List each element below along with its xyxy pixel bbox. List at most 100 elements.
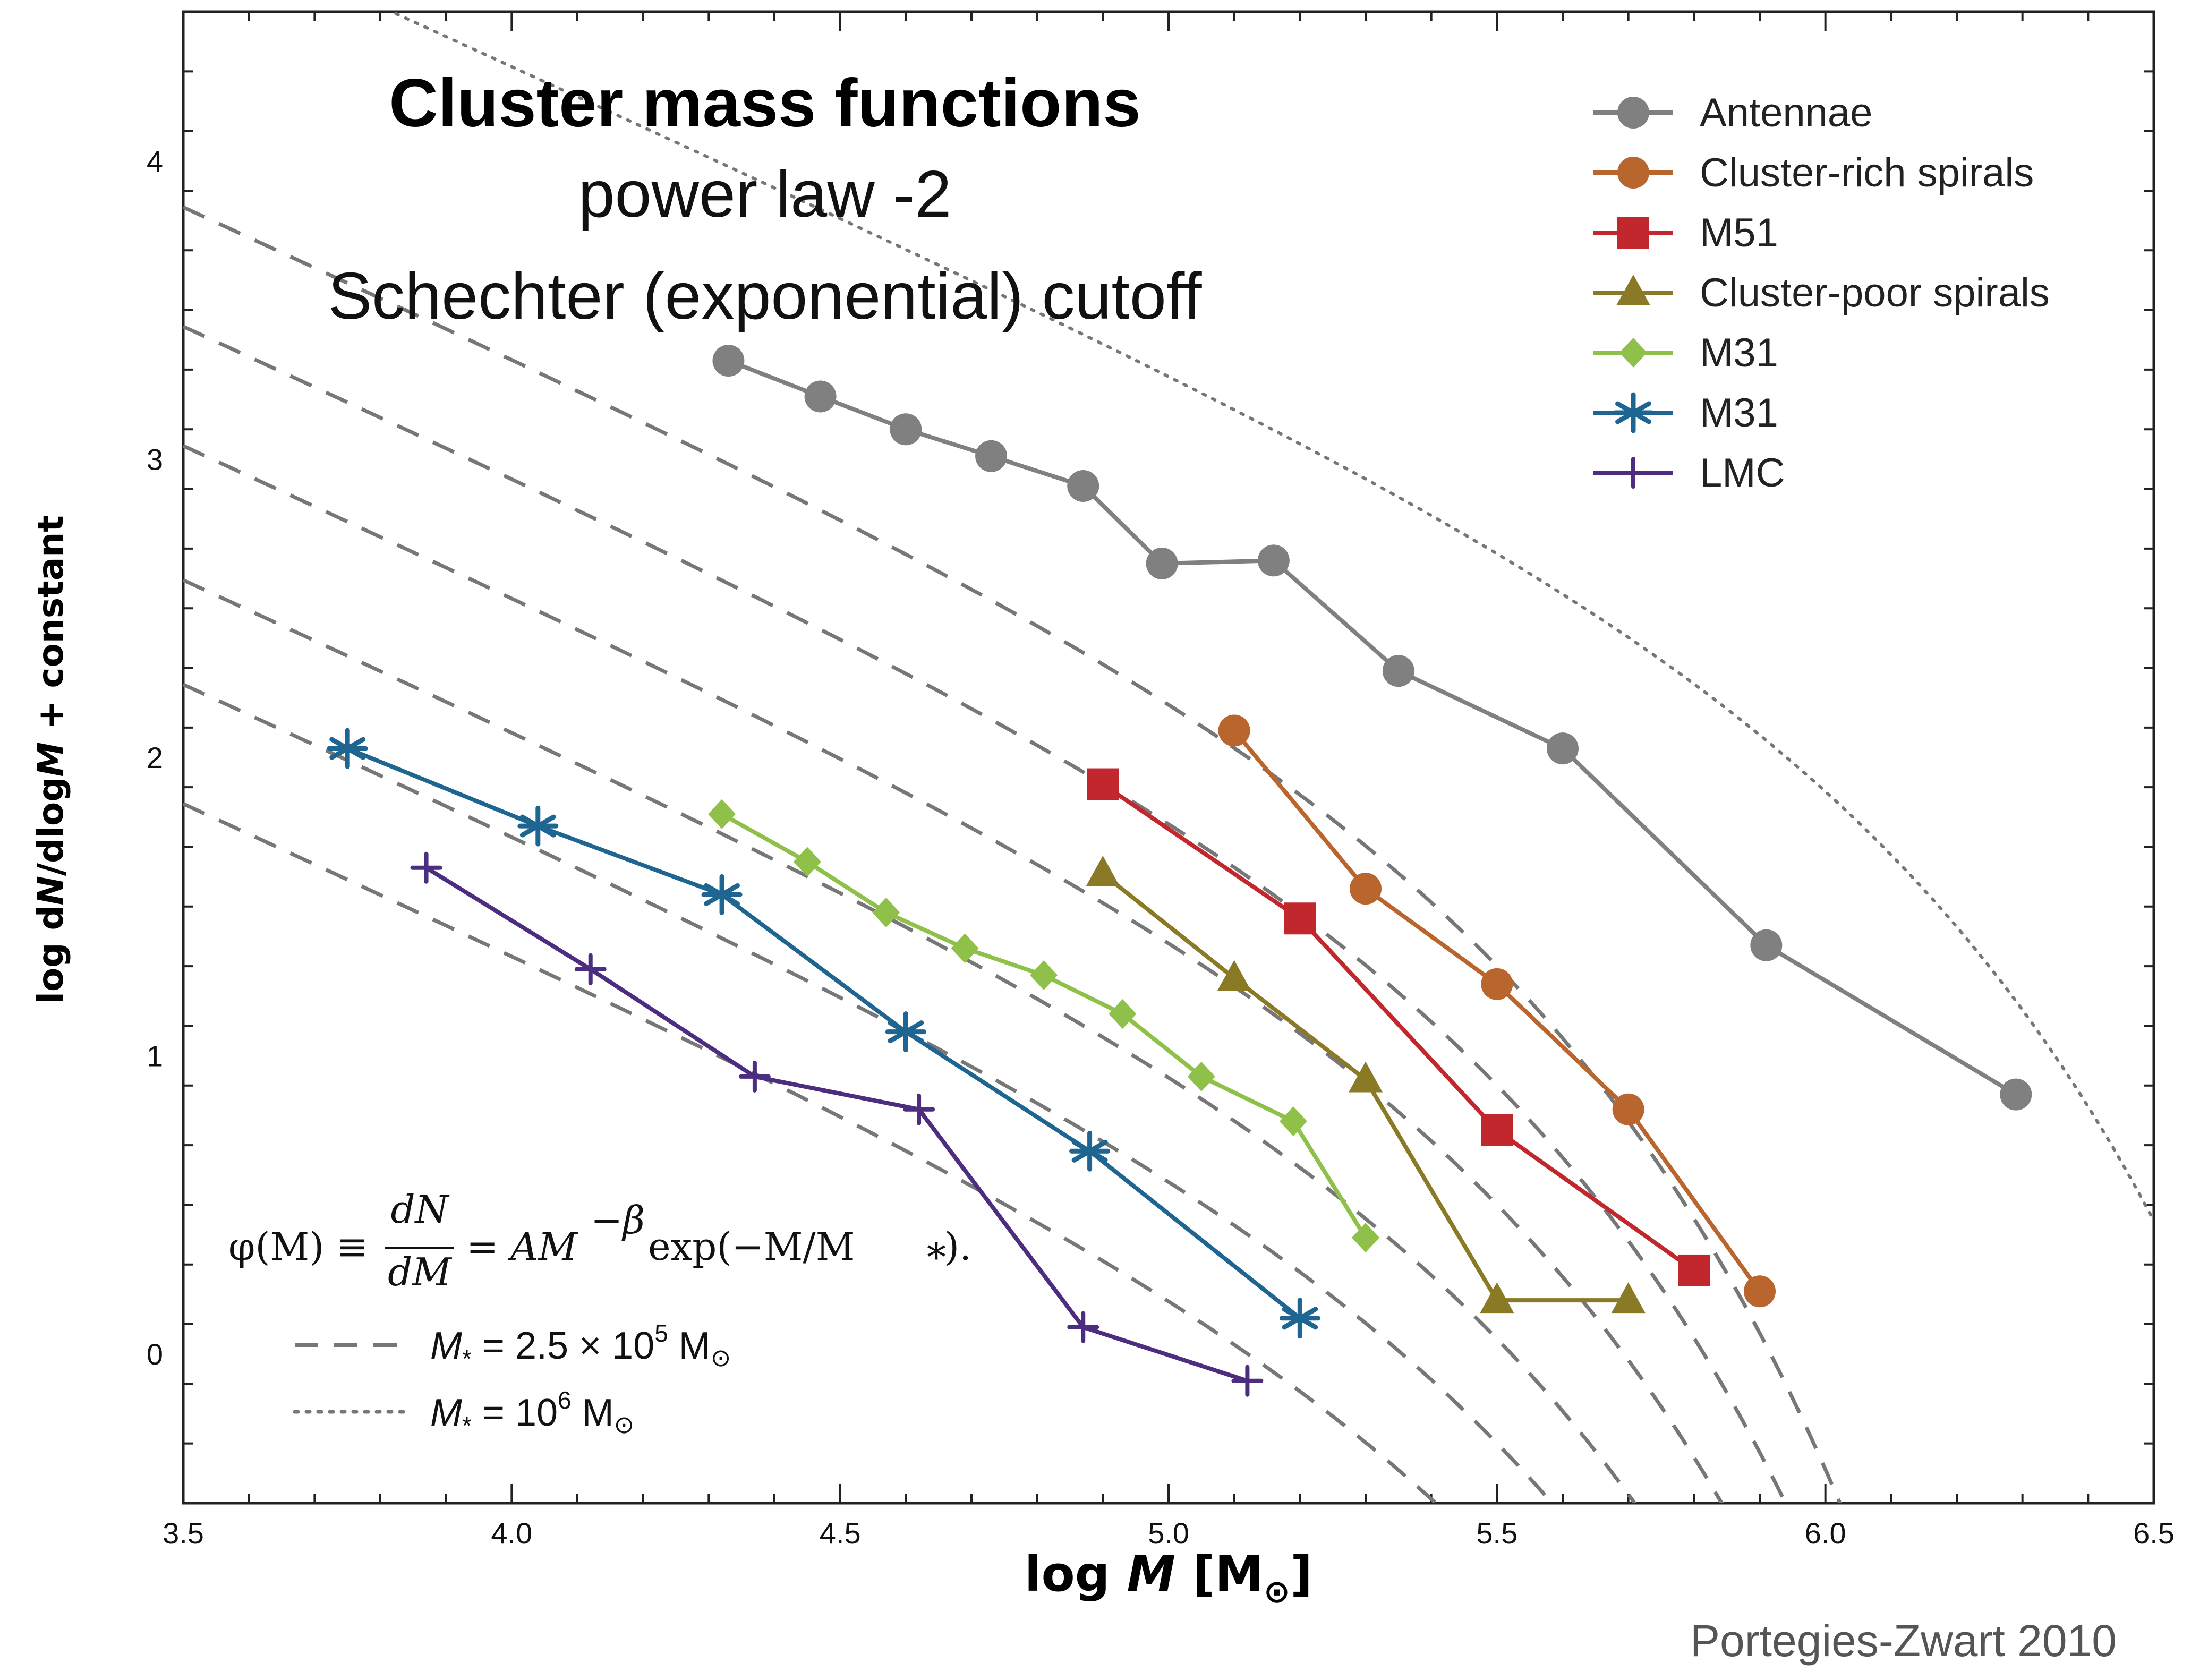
data-point bbox=[1231, 1365, 1264, 1397]
data-point bbox=[1349, 1061, 1383, 1093]
x-tick-label: 6.0 bbox=[1805, 1516, 1846, 1550]
data-point bbox=[1611, 1282, 1646, 1314]
legend-item: M31 bbox=[1593, 330, 1778, 376]
legend-item: LMC bbox=[1593, 450, 1785, 496]
data-point bbox=[885, 1011, 926, 1053]
data-point bbox=[1086, 856, 1120, 887]
data-point bbox=[1067, 470, 1099, 502]
data-point bbox=[890, 413, 922, 446]
legend-item: Antennae bbox=[1593, 90, 1872, 135]
x-tick-label: 4.5 bbox=[820, 1516, 861, 1550]
y-tick-label: 3 bbox=[147, 442, 163, 476]
dotted-reference-curve bbox=[387, 12, 2154, 1223]
legend-marker bbox=[1617, 457, 1649, 489]
formula: φ(M) ≡ dN dM = AM −β exp(−M/M * ). bbox=[228, 1187, 971, 1294]
formula-tail: exp(−M/M bbox=[648, 1224, 855, 1269]
data-point bbox=[2000, 1078, 2032, 1111]
legend-label: LMC bbox=[1700, 450, 1785, 496]
y-tick-labels: 0 1 2 3 4 bbox=[147, 144, 163, 1371]
data-point bbox=[517, 805, 559, 847]
legend-item: M51 bbox=[1593, 210, 1778, 255]
data-point bbox=[1087, 768, 1119, 800]
data-point bbox=[1217, 960, 1251, 991]
chart-subtitle-1: power law -2 bbox=[578, 158, 952, 231]
data-point bbox=[1744, 1275, 1776, 1308]
legend-item: Cluster-poor spirals bbox=[1593, 270, 2050, 315]
legend-label: M31 bbox=[1700, 390, 1778, 436]
series-line bbox=[727, 359, 2017, 1097]
series-0 bbox=[712, 345, 2032, 1111]
legend-marker bbox=[1613, 392, 1654, 433]
dashed-reference-curve bbox=[183, 578, 1637, 1503]
series-6 bbox=[410, 851, 1264, 1397]
formula-tail-end: ). bbox=[944, 1224, 971, 1269]
x-tick-label: 5.5 bbox=[1476, 1516, 1517, 1550]
x-tick-label: 3.5 bbox=[163, 1516, 204, 1550]
data-point bbox=[793, 847, 821, 877]
data-point bbox=[1279, 1298, 1320, 1339]
data-point bbox=[1069, 1130, 1111, 1172]
legend-label: M51 bbox=[1700, 210, 1778, 255]
data-point bbox=[975, 440, 1008, 472]
data-point bbox=[804, 380, 837, 413]
series-5 bbox=[327, 728, 1320, 1339]
data-point bbox=[701, 874, 743, 915]
data-point bbox=[738, 1060, 771, 1093]
formula-numerator: dN bbox=[390, 1187, 450, 1232]
data-point bbox=[1382, 655, 1414, 687]
chart-subtitle-2: Schechter (exponential) cutoff bbox=[328, 260, 1202, 333]
data-point bbox=[1030, 960, 1058, 990]
y-tick-label: 2 bbox=[147, 741, 163, 774]
x-tick-labels: 3.5 4.0 4.5 5.0 5.5 6.0 6.5 bbox=[163, 1516, 2175, 1550]
data-point bbox=[1187, 1061, 1215, 1091]
legend-marker bbox=[1617, 157, 1649, 189]
data-point bbox=[1481, 1114, 1513, 1146]
series-line bbox=[1102, 782, 1695, 1273]
legend-label: Antennae bbox=[1700, 90, 1872, 135]
dotted-legend-label: M* = 106 M⊙ bbox=[430, 1386, 634, 1439]
series-line bbox=[346, 746, 1301, 1320]
data-point bbox=[574, 953, 607, 985]
legend-marker bbox=[1619, 338, 1647, 368]
x-tick-label: 5.0 bbox=[1148, 1516, 1189, 1550]
dashed-reference-curve bbox=[183, 325, 1788, 1503]
data-point bbox=[903, 1093, 935, 1125]
series-line bbox=[425, 866, 1248, 1383]
data-point bbox=[1612, 1093, 1644, 1125]
data-point bbox=[1547, 732, 1579, 765]
x-tick-label: 4.0 bbox=[491, 1516, 532, 1550]
formula-exponent: −β bbox=[591, 1198, 645, 1242]
dashed-legend-label: M* = 2.5 × 105 M⊙ bbox=[430, 1319, 731, 1372]
data-point bbox=[708, 799, 736, 829]
axis-ticks bbox=[182, 11, 2155, 1504]
y-tick-label: 4 bbox=[147, 144, 163, 178]
data-point bbox=[1257, 544, 1290, 577]
data-point bbox=[327, 728, 368, 769]
data-point bbox=[410, 851, 442, 884]
legend-marker bbox=[1616, 275, 1650, 305]
data-point bbox=[1350, 873, 1382, 905]
credit-text: Portegies-Zwart 2010 bbox=[1690, 1616, 2117, 1666]
legend-label: M31 bbox=[1700, 330, 1778, 376]
legend-marker bbox=[1617, 97, 1649, 129]
legend-item: M31 bbox=[1593, 390, 1778, 436]
data-point bbox=[1284, 902, 1316, 935]
y-tick-label: 0 bbox=[147, 1337, 163, 1371]
y-axis-title: log dN/dlogM + constant bbox=[30, 515, 71, 1004]
series-4 bbox=[708, 799, 1379, 1253]
dashed-reference-curve bbox=[183, 444, 1724, 1503]
data-point bbox=[1279, 1106, 1307, 1137]
data-point bbox=[1109, 999, 1137, 1029]
data-point bbox=[1678, 1254, 1710, 1286]
data-series bbox=[327, 345, 2032, 1397]
series-line bbox=[1232, 729, 1762, 1293]
y-tick-label: 1 bbox=[147, 1039, 163, 1073]
legend: Antennae Cluster-rich spirals M51 Cluster-p… bbox=[1593, 90, 2050, 496]
formula-rhs: = AM bbox=[466, 1224, 578, 1269]
x-tick-label: 6.5 bbox=[2133, 1516, 2175, 1550]
dashed-reference-curve bbox=[183, 683, 1555, 1503]
formula-denominator: dM bbox=[388, 1250, 453, 1294]
reference-legend: M* = 2.5 × 105 M⊙ M* = 106 M⊙ bbox=[293, 1319, 731, 1439]
legend-label: Cluster-rich spirals bbox=[1700, 150, 2034, 195]
